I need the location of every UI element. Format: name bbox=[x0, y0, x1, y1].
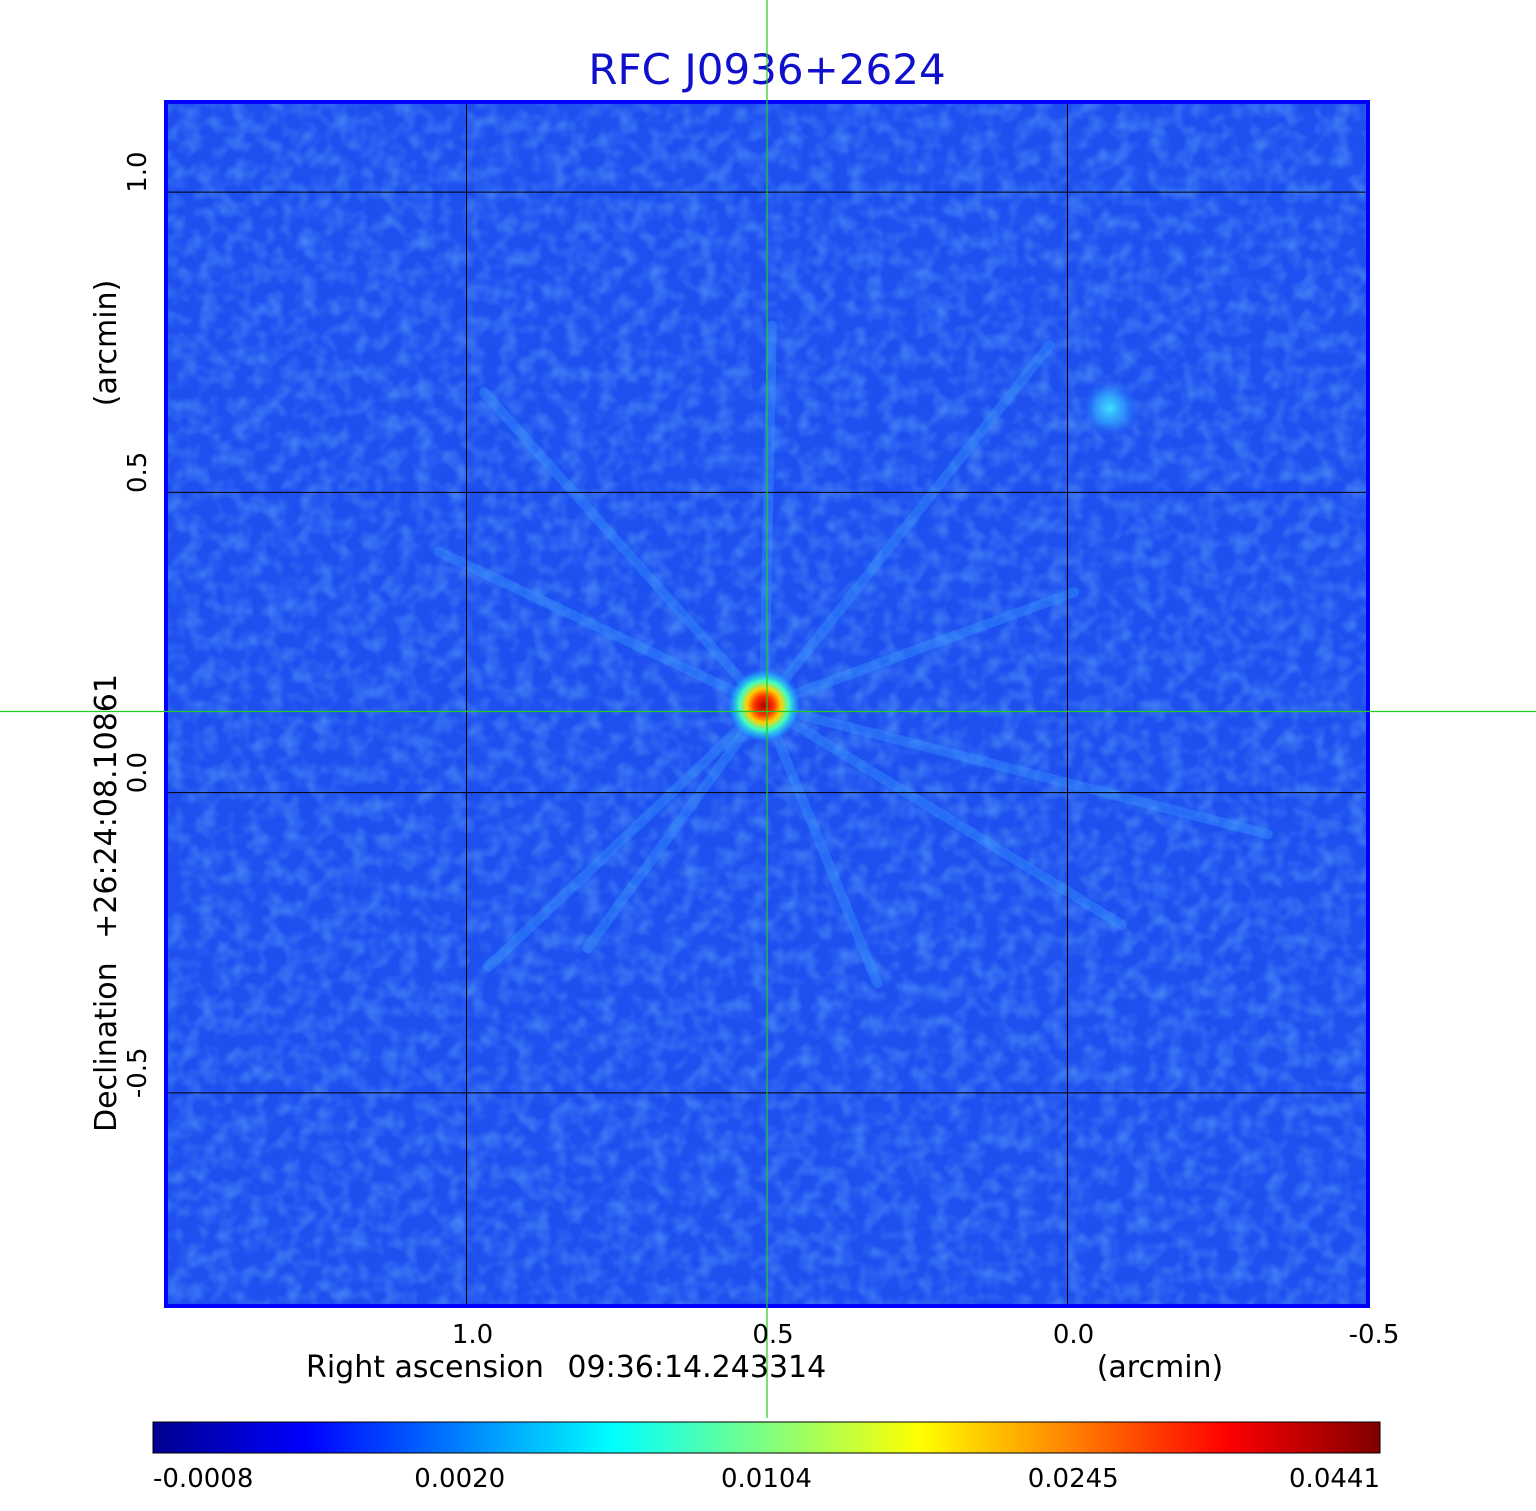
colorbar-tick-label: -0.0008 bbox=[153, 1464, 253, 1494]
x-axis-center-coord: 09:36:14.243314 bbox=[567, 1350, 826, 1385]
sidelobe-spokes bbox=[433, 320, 1273, 989]
radio-sources bbox=[725, 378, 1140, 744]
x-axis-name: Right ascension bbox=[306, 1350, 544, 1385]
y-axis-units: (arcmin) bbox=[89, 280, 124, 407]
colorbar-tick-label: 0.0020 bbox=[414, 1464, 505, 1494]
sidelobe-spoke bbox=[479, 387, 769, 711]
x-tick-label: 0.5 bbox=[752, 1320, 793, 1350]
colorbar-tick-label: 0.0104 bbox=[721, 1464, 812, 1494]
x-tick-label: 1.0 bbox=[452, 1320, 493, 1350]
colorbar bbox=[152, 1421, 1381, 1454]
y-tick-labels: 1.0 0.5 0.0 -0.5 bbox=[123, 151, 153, 1098]
x-tick-label: -0.5 bbox=[1349, 1320, 1400, 1350]
sidelobe-spoke bbox=[758, 700, 883, 989]
sidelobe-spoke bbox=[758, 700, 1273, 840]
sidelobe-spoke bbox=[758, 700, 1128, 931]
sidelobe-spoke bbox=[758, 320, 777, 711]
y-axis-label: Declination +26:24:08.10861 bbox=[89, 674, 124, 1132]
x-axis-label: Right ascension 09:36:14.243314 bbox=[306, 1350, 826, 1385]
sidelobe-spoke bbox=[758, 587, 1079, 711]
y-tick-label: 1.0 bbox=[123, 151, 153, 192]
y-axis-name: Declination bbox=[89, 962, 124, 1132]
x-tick-label: 0.0 bbox=[1053, 1320, 1094, 1350]
x-axis-units: (arcmin) bbox=[1097, 1350, 1224, 1385]
y-tick-label: 0.5 bbox=[123, 452, 153, 493]
secondary-source bbox=[1079, 378, 1140, 439]
colorbar-tick-labels: -0.0008 0.0020 0.0104 0.0245 0.0441 bbox=[153, 1464, 1380, 1494]
y-tick-label: 0.0 bbox=[123, 752, 153, 793]
sidelobe-spoke bbox=[483, 700, 769, 972]
sidelobe-spoke bbox=[758, 340, 1055, 711]
colorbar-tick-label: 0.0441 bbox=[1289, 1464, 1380, 1494]
y-axis-center-coord: +26:24:08.10861 bbox=[89, 674, 124, 939]
crosshair bbox=[0, 0, 1536, 1418]
y-tick-label: -0.5 bbox=[123, 1047, 153, 1098]
main-source bbox=[725, 667, 802, 744]
x-tick-labels: 1.0 0.5 0.0 -0.5 bbox=[452, 1320, 1400, 1350]
sidelobe-spoke bbox=[582, 700, 769, 954]
sidelobe-spoke bbox=[433, 546, 769, 711]
colorbar-tick-label: 0.0245 bbox=[1028, 1464, 1119, 1494]
